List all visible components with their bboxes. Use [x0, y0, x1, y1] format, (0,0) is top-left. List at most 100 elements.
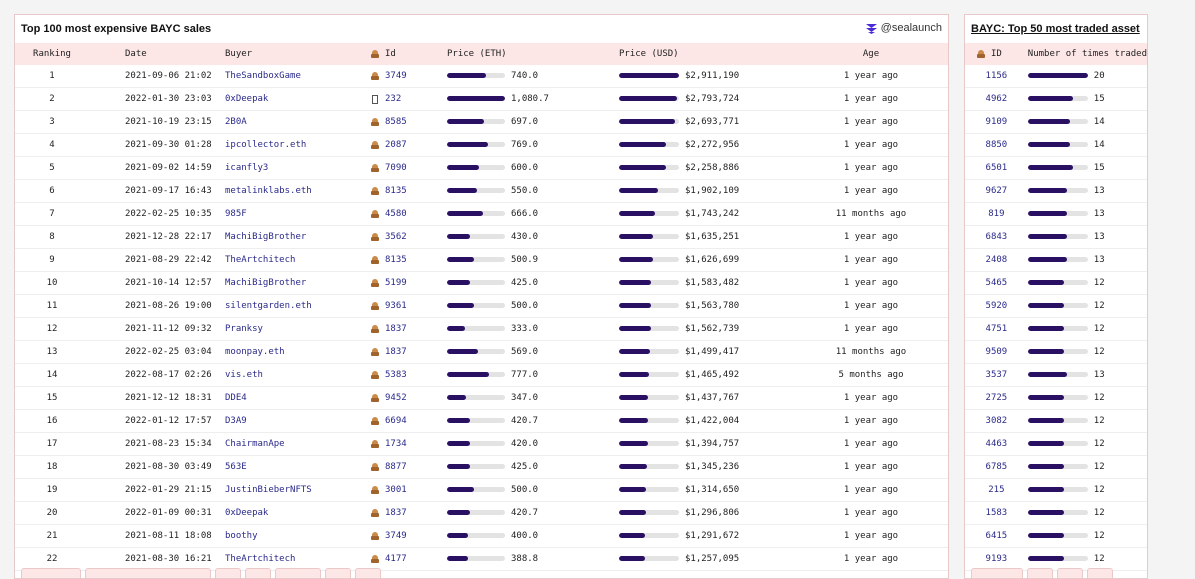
asset-id-link[interactable]: 9193	[985, 554, 1008, 564]
buyer-link[interactable]: moonpay.eth	[225, 347, 285, 357]
buyer-link[interactable]: DDE4	[225, 393, 247, 403]
token-id-link[interactable]: 8135	[385, 255, 407, 265]
asset-id-link[interactable]: 6501	[985, 163, 1008, 173]
token-id-link[interactable]: 5383	[385, 370, 407, 380]
asset-id-link[interactable]: 3537	[985, 370, 1008, 380]
date-cell: 2021-08-26 19:00	[89, 295, 225, 318]
buyer-link[interactable]: TheSandboxGame	[225, 71, 301, 81]
asset-id-link[interactable]: 5465	[985, 278, 1008, 288]
buyer-link[interactable]: MachiBigBrother	[225, 232, 307, 242]
buyer-link[interactable]: icanfly3	[225, 163, 269, 173]
pagination-button[interactable]	[355, 568, 381, 578]
token-id-link[interactable]: 5199	[385, 278, 407, 288]
pagination-button[interactable]	[275, 568, 321, 578]
pagination-button[interactable]	[1027, 568, 1053, 578]
token-id-link[interactable]: 4177	[385, 554, 407, 564]
eth-bar-fill	[447, 142, 489, 148]
col-price-usd[interactable]: Price (USD)	[619, 49, 679, 59]
buyer-cell: TheArtchitech	[225, 548, 371, 571]
traded-panel-title[interactable]: BAYC: Top 50 most traded asset	[971, 23, 1140, 35]
token-id-link[interactable]: 8877	[385, 462, 407, 472]
col-buyer[interactable]: Buyer	[225, 49, 253, 59]
asset-id-link[interactable]: 2408	[985, 255, 1008, 265]
id-cell: 4177	[371, 548, 447, 571]
buyer-link[interactable]: silentgarden.eth	[225, 301, 312, 311]
asset-id-link[interactable]: 1583	[985, 508, 1008, 518]
asset-id-link[interactable]: 4463	[985, 439, 1008, 449]
date-cell: 2022-01-12 17:57	[89, 410, 225, 433]
asset-id-link[interactable]: 9509	[985, 347, 1008, 357]
buyer-link[interactable]: Pranksy	[225, 324, 263, 334]
times-traded-value: 12	[1093, 392, 1105, 403]
pagination-button[interactable]	[21, 568, 81, 578]
col-age[interactable]: Age	[862, 49, 880, 59]
buyer-link[interactable]: metalinklabs.eth	[225, 186, 312, 196]
buyer-link[interactable]: vis.eth	[225, 370, 263, 380]
pagination-button[interactable]	[971, 568, 1023, 578]
eth-bar-fill	[447, 119, 485, 125]
token-id-link[interactable]: 8585	[385, 117, 407, 127]
usd-bar	[619, 165, 679, 171]
asset-id-link[interactable]: 9627	[985, 186, 1008, 196]
buyer-link[interactable]: MachiBigBrother	[225, 278, 307, 288]
pagination-button[interactable]	[1057, 568, 1083, 578]
token-id-link[interactable]: 7090	[385, 163, 407, 173]
buyer-link[interactable]: 2B0A	[225, 117, 247, 127]
asset-id-link[interactable]: 4962	[985, 94, 1008, 104]
asset-id-link[interactable]: 6785	[985, 462, 1008, 472]
buyer-link[interactable]: 563E	[225, 462, 247, 472]
col-price-eth[interactable]: Price (ETH)	[447, 49, 507, 59]
buyer-link[interactable]: 985F	[225, 209, 247, 219]
token-id-link[interactable]: 2087	[385, 140, 407, 150]
token-id-link[interactable]: 9452	[385, 393, 407, 403]
buyer-link[interactable]: TheArtchitech	[225, 255, 296, 265]
asset-id-link[interactable]: 1156	[985, 71, 1008, 81]
buyer-link[interactable]: TheArtchitech	[225, 554, 296, 564]
token-id-link[interactable]: 3001	[385, 485, 407, 495]
pagination-button[interactable]	[1087, 568, 1113, 578]
pagination-button[interactable]	[85, 568, 211, 578]
asset-id-link[interactable]: 4751	[985, 324, 1008, 334]
buyer-link[interactable]: D3A9	[225, 416, 247, 426]
token-id-link[interactable]: 1837	[385, 508, 407, 518]
asset-id-link[interactable]: 5920	[985, 301, 1008, 311]
token-id-link[interactable]: 8135	[385, 186, 407, 196]
buyer-link[interactable]: ChairmanApe	[225, 439, 285, 449]
token-id-link[interactable]: 232	[385, 94, 402, 104]
asset-id-link[interactable]: 6415	[985, 531, 1008, 541]
times-traded-value: 12	[1093, 530, 1105, 541]
pagination-button[interactable]	[325, 568, 351, 578]
token-id-link[interactable]: 4580	[385, 209, 407, 219]
brand-link[interactable]: @sealaunch	[865, 22, 942, 34]
asset-id-link[interactable]: 3082	[985, 416, 1008, 426]
price-usd-cell: $2,258,886	[619, 157, 794, 180]
token-id-link[interactable]: 3749	[385, 531, 407, 541]
col-ranking[interactable]: Ranking	[33, 49, 71, 59]
col-times-traded[interactable]: Number of times traded	[1027, 49, 1147, 59]
token-id-link[interactable]: 6694	[385, 416, 407, 426]
col-date[interactable]: Date	[125, 49, 147, 59]
asset-id-link[interactable]: 819	[988, 209, 1005, 219]
asset-id-link[interactable]: 9109	[985, 117, 1008, 127]
token-id-link[interactable]: 3562	[385, 232, 407, 242]
buyer-link[interactable]: boothy	[225, 531, 258, 541]
asset-id-link[interactable]: 215	[988, 485, 1005, 495]
asset-id-link[interactable]: 2725	[985, 393, 1008, 403]
rank-cell: 19	[46, 485, 58, 495]
token-id-link[interactable]: 1837	[385, 347, 407, 357]
token-id-link[interactable]: 9361	[385, 301, 407, 311]
buyer-link[interactable]: 0xDeepak	[225, 508, 269, 518]
col-id[interactable]: Id	[371, 43, 447, 65]
token-id-link[interactable]: 1837	[385, 324, 407, 334]
token-id-link[interactable]: 3749	[385, 71, 407, 81]
asset-id-link[interactable]: 8850	[985, 140, 1008, 150]
price-eth-cell: 388.8	[447, 548, 619, 571]
buyer-link[interactable]: 0xDeepak	[225, 94, 269, 104]
asset-id-link[interactable]: 6843	[985, 232, 1008, 242]
pagination-button[interactable]	[215, 568, 241, 578]
col-asset-id[interactable]: ID	[965, 43, 1028, 65]
token-id-link[interactable]: 1734	[385, 439, 407, 449]
buyer-link[interactable]: JustinBieberNFTS	[225, 485, 312, 495]
buyer-link[interactable]: ipcollector.eth	[225, 140, 307, 150]
pagination-button[interactable]	[245, 568, 271, 578]
